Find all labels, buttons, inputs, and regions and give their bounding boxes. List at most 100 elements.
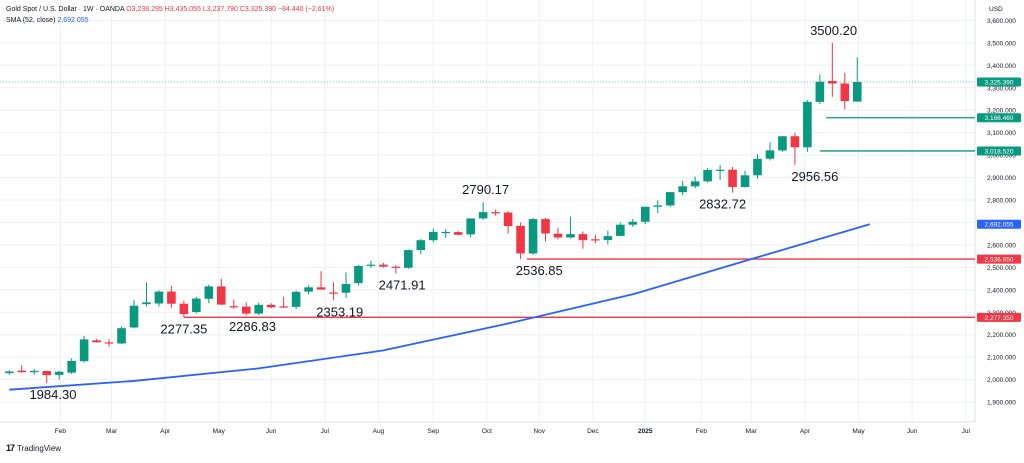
sma-line[interactable] xyxy=(9,223,870,391)
candle-body[interactable] xyxy=(778,136,787,151)
candle-body[interactable] xyxy=(42,371,52,376)
candle-body[interactable] xyxy=(441,231,451,234)
price-annotation: 2471.91 xyxy=(379,278,426,293)
candle-body[interactable] xyxy=(852,82,862,102)
candle-body[interactable] xyxy=(728,169,737,187)
candle-body[interactable] xyxy=(366,264,376,266)
candle-body[interactable] xyxy=(104,342,114,344)
candle-body[interactable] xyxy=(117,328,126,344)
candle-body[interactable] xyxy=(304,287,313,292)
y-tick-label: 3,200.000 xyxy=(987,108,1016,115)
price-annotation: 2956.56 xyxy=(791,169,838,184)
x-tick-label: Feb xyxy=(696,428,708,435)
x-tick-label: Oct xyxy=(482,428,492,435)
candle-body[interactable] xyxy=(404,250,413,268)
x-tick-label: Jul xyxy=(962,428,971,435)
candle-body[interactable] xyxy=(665,192,675,206)
candle-body[interactable] xyxy=(503,212,513,227)
x-tick-label: Feb xyxy=(55,428,67,435)
candle-body[interactable] xyxy=(828,81,837,84)
candle-body[interactable] xyxy=(54,371,64,375)
candle-body[interactable] xyxy=(316,287,326,290)
candle-body[interactable] xyxy=(790,136,800,148)
x-tick-label: Apr xyxy=(800,428,811,435)
candle-body[interactable] xyxy=(192,298,201,313)
candle-body[interactable] xyxy=(478,212,488,219)
candle-body[interactable] xyxy=(516,225,525,254)
candle-body[interactable] xyxy=(491,212,500,214)
candle-body[interactable] xyxy=(416,240,426,251)
candle-body[interactable] xyxy=(591,239,600,241)
y-tick-label: 2,000.000 xyxy=(987,377,1016,384)
candle-body[interactable] xyxy=(254,304,263,314)
candle-body[interactable] xyxy=(541,219,550,234)
sma-row: SMA (52, close) 2,692.055 xyxy=(6,15,334,26)
price-annotation: 2536.85 xyxy=(516,263,563,278)
candle-body[interactable] xyxy=(765,150,775,159)
candle-body[interactable] xyxy=(528,219,538,254)
candle-body[interactable] xyxy=(341,283,351,293)
candle-body[interactable] xyxy=(553,233,563,238)
candle-body[interactable] xyxy=(17,370,27,373)
candle-body[interactable] xyxy=(167,291,176,304)
candle-body[interactable] xyxy=(29,370,39,373)
candle-body[interactable] xyxy=(815,81,825,102)
candle-body[interactable] xyxy=(142,302,151,305)
candle-body[interactable] xyxy=(678,186,687,193)
x-tick-label: Dec xyxy=(587,428,599,435)
candle-body[interactable] xyxy=(740,175,750,187)
candle-body[interactable] xyxy=(653,205,663,207)
candle-body[interactable] xyxy=(154,291,164,304)
price-annotation: 1984.30 xyxy=(29,387,76,402)
candle-body[interactable] xyxy=(753,158,762,176)
tradingview-logo[interactable]: 17 TradingView xyxy=(6,443,61,453)
candle-body[interactable] xyxy=(616,224,625,236)
price-annotation: 2353.19 xyxy=(316,304,363,319)
y-tick-label: 2,100.000 xyxy=(987,355,1016,362)
candle-body[interactable] xyxy=(466,218,475,235)
candle-body[interactable] xyxy=(628,221,638,225)
x-tick-label: Sep xyxy=(427,428,439,435)
price-level-tag-label: 3,018.520 xyxy=(985,148,1014,155)
y-tick-label: 3,400.000 xyxy=(987,63,1016,70)
candle-body[interactable] xyxy=(453,232,463,235)
candle-body[interactable] xyxy=(216,286,226,305)
candle-body[interactable] xyxy=(291,291,301,307)
candle-body[interactable] xyxy=(67,360,76,373)
candle-body[interactable] xyxy=(79,339,89,362)
y-tick-label: 3,500.000 xyxy=(987,40,1016,47)
price-annotation: 3500.20 xyxy=(810,23,857,38)
symbol-label[interactable]: Gold Spot / U.S. Dollar · 1W · OANDA xyxy=(6,6,125,13)
candle-body[interactable] xyxy=(690,181,700,187)
candle-body[interactable] xyxy=(603,236,613,240)
candle-body[interactable] xyxy=(840,83,850,101)
candle-body[interactable] xyxy=(703,169,712,182)
candle-body[interactable] xyxy=(578,234,588,241)
y-tick-label: 2,200.000 xyxy=(987,332,1016,339)
candle-body[interactable] xyxy=(279,306,288,308)
price-annotation: 2790.17 xyxy=(462,182,509,197)
y-tick-label: 2,400.000 xyxy=(987,287,1016,294)
candle-body[interactable] xyxy=(266,304,276,308)
candle-body[interactable] xyxy=(241,306,251,314)
candle-body[interactable] xyxy=(566,234,575,238)
candle-body[interactable] xyxy=(204,286,214,299)
candle-body[interactable] xyxy=(129,305,139,328)
candle-body[interactable] xyxy=(5,371,14,374)
candle-body[interactable] xyxy=(354,266,363,284)
candle-body[interactable] xyxy=(329,292,338,294)
x-tick-label: May xyxy=(213,428,226,435)
x-tick-label: Jun xyxy=(266,428,277,435)
candle-body[interactable] xyxy=(715,169,725,171)
candle-body[interactable] xyxy=(391,266,401,268)
candle-body[interactable] xyxy=(229,306,239,308)
candle-body[interactable] xyxy=(379,264,388,267)
candle-body[interactable] xyxy=(803,101,812,148)
candle-body[interactable] xyxy=(428,231,438,241)
candle-body[interactable] xyxy=(179,303,189,315)
sma-label[interactable]: SMA (52, close) xyxy=(6,17,56,24)
candle-body[interactable] xyxy=(92,340,101,343)
candle-body[interactable] xyxy=(640,206,650,222)
